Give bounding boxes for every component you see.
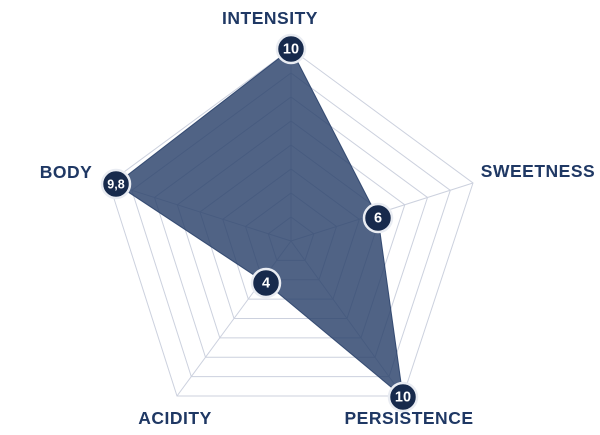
data-point-circle — [250, 267, 282, 299]
data-point-circle — [387, 381, 419, 413]
data-point-circle — [275, 33, 307, 65]
data-point-body: 9,8 — [100, 168, 132, 200]
axis-label-persistence: PERSISTENCE — [345, 408, 474, 428]
axis-label-body: BODY — [40, 162, 93, 182]
grid-ring — [108, 48, 474, 397]
data-point-persistence: 10 — [387, 381, 419, 413]
data-point-value: 4 — [262, 276, 270, 292]
data-point-value: 10 — [283, 42, 299, 58]
data-point-value: 10 — [395, 390, 411, 406]
data-point-value: 6 — [374, 211, 382, 227]
data-point-acidity: 4 — [250, 267, 282, 299]
axis-label-acidity: ACIDITY — [138, 408, 212, 428]
data-point-circle — [100, 168, 132, 200]
data-point-value: 9,8 — [107, 178, 124, 192]
data-point-intensity: 10 — [275, 33, 307, 65]
data-polygon — [115, 48, 404, 398]
axis-label-intensity: INTENSITY — [222, 8, 318, 28]
data-point-sweetness: 6 — [362, 202, 394, 234]
data-point-circle — [362, 202, 394, 234]
axis-label-sweetness: SWEETNESS — [481, 161, 595, 181]
